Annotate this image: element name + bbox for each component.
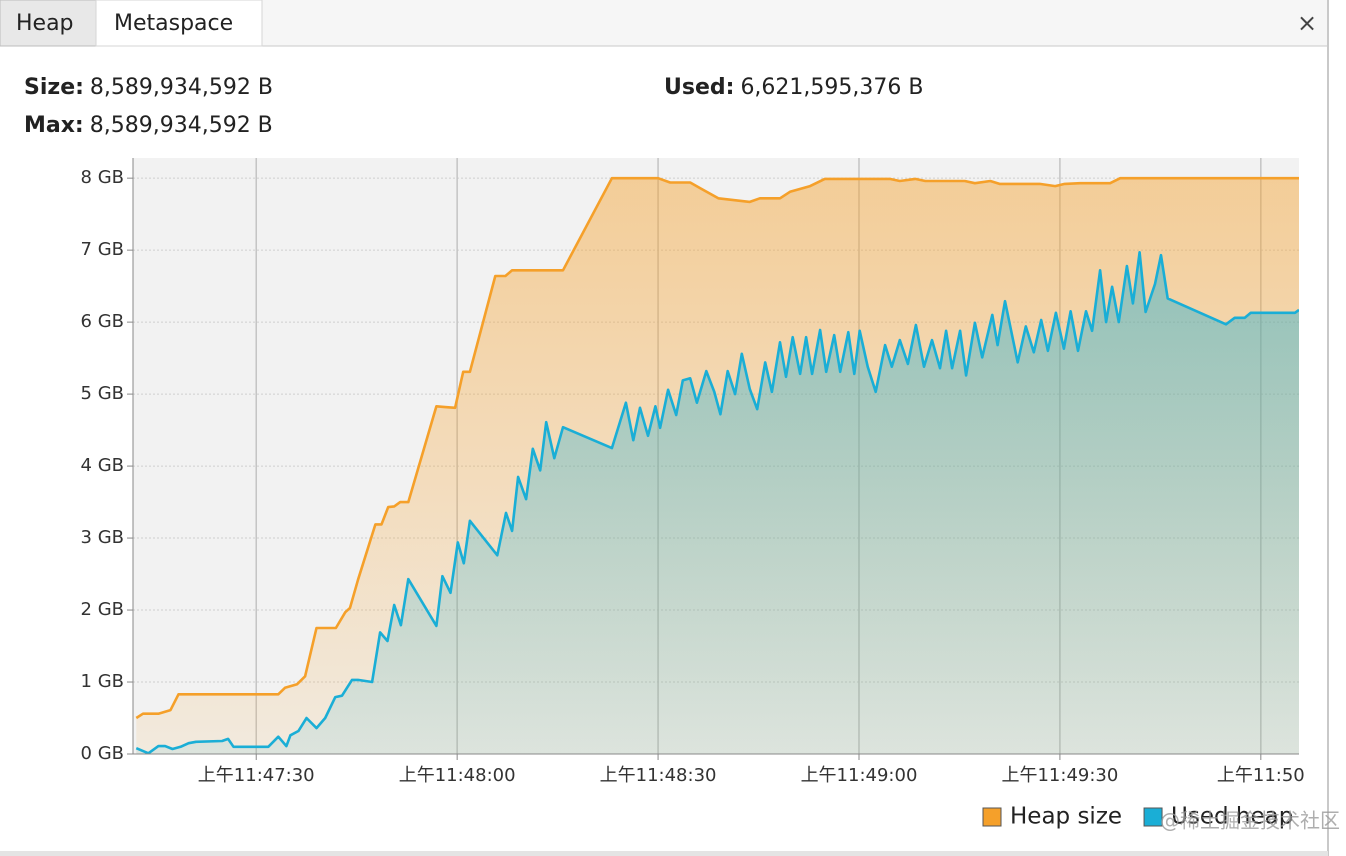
legend: Heap size Used heap <box>982 804 1293 830</box>
tab-metaspace[interactable] <box>95 0 263 47</box>
legend-swatch <box>1143 807 1163 827</box>
used-info: Used: 6,621,595,376 B <box>664 75 923 100</box>
value: 6,621,595,376 B <box>740 75 923 100</box>
close-button[interactable]: × <box>1297 9 1317 37</box>
tab-label[interactable]: Heap <box>16 11 74 36</box>
x-tick-label: 上午11:48:00 <box>399 765 516 786</box>
y-tick-label: 6 GB <box>81 311 124 332</box>
x-tick-label: 上午11:47:30 <box>198 765 315 786</box>
max-info: Max: 8,589,934,592 B <box>24 113 273 138</box>
x-tick-label: 上午11:49:30 <box>1001 765 1118 786</box>
watermark: @稀土掘金技术社区 <box>1160 809 1340 833</box>
value: 8,589,934,592 B <box>90 75 273 100</box>
y-tick-label: 3 GB <box>81 527 124 548</box>
line <box>135 251 1299 754</box>
area <box>136 252 1299 754</box>
line <box>135 176 1299 720</box>
y-tick-label: 8 GB <box>81 167 124 188</box>
value: 8,589,934,592 B <box>90 113 273 138</box>
size-info: Size: 8,589,934,592 B <box>24 75 273 100</box>
y-tick-label: 2 GB <box>81 599 124 620</box>
x-tick-label: 上午11:48:30 <box>600 765 717 786</box>
y-tick-label: 5 GB <box>81 383 124 404</box>
x-tick-label: 上午11:49:00 <box>801 765 918 786</box>
tab-label[interactable]: Metaspace <box>114 11 233 36</box>
label: Used: <box>664 75 734 100</box>
y-tick-label: 1 GB <box>81 671 124 692</box>
bottom-bar <box>0 851 1328 856</box>
y-tick-label: 4 GB <box>81 455 124 476</box>
legend-label: Heap size <box>1010 804 1122 830</box>
x-tick-label: 上午11:50 <box>1217 765 1305 786</box>
tab-heap[interactable] <box>0 0 97 47</box>
label: Max: <box>24 113 84 138</box>
legend-label: Used heap <box>1171 804 1293 830</box>
y-tick-label: 0 GB <box>81 743 124 764</box>
label: Size: <box>24 75 84 100</box>
y-tick-label: 7 GB <box>81 239 124 260</box>
legend-swatch <box>982 807 1002 827</box>
